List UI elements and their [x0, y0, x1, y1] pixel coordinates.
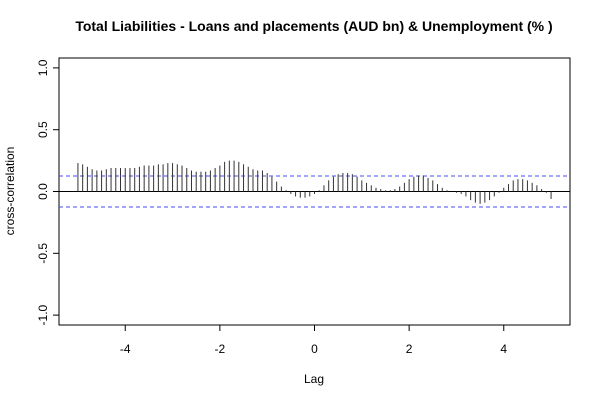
- y-tick-label: 0.5: [36, 121, 50, 138]
- y-tick-label: -0.5: [36, 243, 50, 264]
- x-tick-label: 0: [311, 342, 318, 356]
- y-tick-label: 1.0: [36, 59, 50, 76]
- x-tick-label: 4: [500, 342, 507, 356]
- x-tick-label: -4: [120, 342, 131, 356]
- x-tick-label: -2: [215, 342, 226, 356]
- y-axis-title: cross-correlation: [3, 147, 17, 236]
- chart-title: Total Liabilities - Loans and placements…: [75, 18, 552, 34]
- y-tick-label: -1.0: [36, 304, 50, 325]
- y-tick-label: 0.0: [36, 183, 50, 200]
- x-tick-label: 2: [406, 342, 413, 356]
- x-axis-title: Lag: [304, 372, 324, 386]
